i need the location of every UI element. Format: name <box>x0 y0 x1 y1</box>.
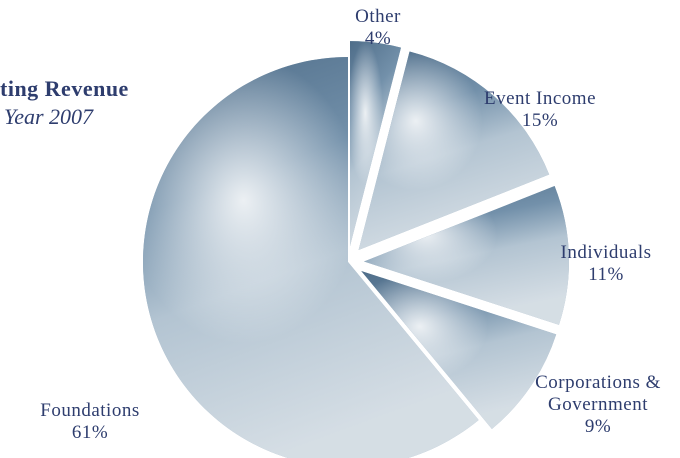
slice-value: 11% <box>588 264 624 285</box>
slice-value: 9% <box>584 416 612 437</box>
slice-value: 4% <box>364 28 392 49</box>
slice-label: Corporations & Government 9% <box>523 372 673 438</box>
chart-subtitle: Year 2007 <box>4 104 94 129</box>
slice-spray <box>350 41 401 247</box>
slice-label: Individuals 11% <box>551 242 661 286</box>
slice-category: Individuals <box>560 242 652 263</box>
slice-label: Other 4% <box>348 6 408 50</box>
slice-label: Foundations 61% <box>30 400 150 444</box>
slice-value: 15% <box>521 110 559 131</box>
chart-title: ting Revenue <box>0 76 129 101</box>
slice-spray <box>361 270 557 429</box>
slice-spray <box>358 51 550 250</box>
slice-category: Event Income <box>483 88 597 109</box>
slice-category: Corporations & Government <box>535 372 661 415</box>
slice-spray <box>363 186 569 325</box>
slice-spray <box>143 57 479 458</box>
slice-category: Other <box>355 6 401 27</box>
slice-label: Event Income 15% <box>465 88 615 132</box>
slice-value: 61% <box>71 422 109 443</box>
slice-category: Foundations <box>40 400 140 421</box>
